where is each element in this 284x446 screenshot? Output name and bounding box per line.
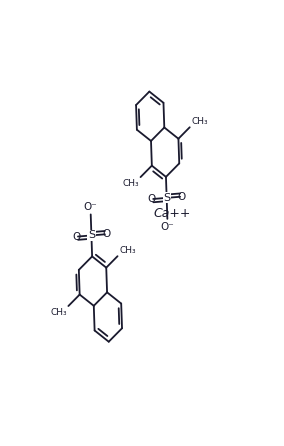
Text: O: O — [72, 231, 80, 242]
Text: O: O — [178, 192, 186, 202]
Text: Ca++: Ca++ — [153, 206, 191, 220]
Text: CH₃: CH₃ — [191, 117, 208, 126]
Text: O⁻: O⁻ — [160, 222, 174, 231]
Text: CH₃: CH₃ — [122, 178, 139, 188]
Text: O: O — [103, 229, 111, 239]
Text: CH₃: CH₃ — [50, 307, 67, 317]
Text: CH₃: CH₃ — [119, 246, 136, 255]
Text: O⁻: O⁻ — [84, 202, 97, 212]
Text: S: S — [163, 193, 170, 203]
Text: S: S — [88, 231, 95, 240]
Text: O: O — [147, 194, 156, 204]
